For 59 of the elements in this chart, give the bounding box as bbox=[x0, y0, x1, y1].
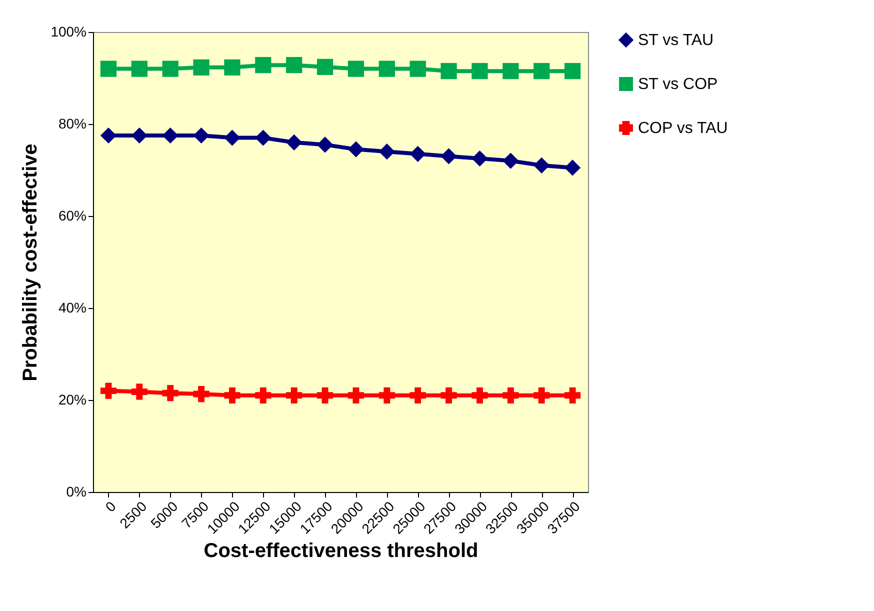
point bbox=[193, 127, 210, 144]
legend-label: ST vs TAU bbox=[638, 32, 714, 49]
y-tick-label: 80% bbox=[58, 116, 86, 132]
point bbox=[100, 60, 117, 77]
legend-label: COP vs TAU bbox=[638, 120, 728, 137]
point bbox=[440, 148, 457, 164]
point bbox=[100, 382, 117, 399]
y-tick-label: 100% bbox=[50, 24, 86, 40]
point bbox=[316, 58, 334, 76]
y-tick-label: 40% bbox=[58, 300, 86, 316]
point bbox=[534, 157, 550, 174]
point bbox=[316, 387, 334, 404]
point bbox=[193, 59, 210, 76]
y-tick-label: 0% bbox=[66, 484, 86, 500]
point bbox=[286, 134, 302, 150]
point bbox=[502, 152, 519, 169]
point bbox=[255, 57, 272, 74]
point bbox=[224, 387, 240, 404]
point bbox=[410, 387, 426, 404]
point bbox=[534, 387, 550, 404]
point bbox=[316, 136, 334, 153]
point bbox=[255, 387, 272, 404]
point bbox=[162, 385, 178, 402]
point bbox=[255, 130, 272, 146]
point bbox=[564, 160, 581, 176]
y-tick-label: 60% bbox=[58, 208, 86, 224]
x-axis-title: Cost-effectiveness threshold bbox=[204, 540, 478, 562]
point bbox=[348, 60, 364, 77]
point bbox=[286, 57, 302, 74]
point bbox=[564, 387, 581, 404]
y-tick-label: 20% bbox=[58, 392, 86, 408]
point bbox=[410, 146, 426, 162]
point bbox=[131, 384, 148, 400]
point bbox=[162, 60, 178, 77]
point bbox=[502, 63, 519, 80]
point bbox=[378, 144, 395, 160]
point bbox=[564, 63, 581, 80]
point bbox=[224, 59, 240, 76]
point bbox=[131, 127, 148, 144]
x-tick-label: 0 bbox=[102, 498, 120, 515]
point bbox=[440, 387, 457, 404]
point bbox=[534, 63, 550, 80]
point bbox=[348, 387, 364, 404]
y-axis-title: Probability cost-effective bbox=[20, 144, 42, 382]
point bbox=[410, 60, 426, 77]
point bbox=[440, 63, 457, 80]
point bbox=[472, 387, 488, 404]
point bbox=[286, 387, 302, 404]
point bbox=[472, 63, 488, 80]
point bbox=[348, 141, 364, 158]
legend-label: ST vs COP bbox=[638, 76, 718, 93]
point bbox=[472, 150, 488, 167]
point bbox=[224, 130, 240, 146]
point bbox=[193, 386, 210, 402]
point bbox=[131, 60, 148, 77]
point bbox=[502, 387, 519, 404]
point bbox=[162, 127, 178, 144]
point bbox=[378, 60, 395, 77]
point bbox=[378, 387, 395, 404]
